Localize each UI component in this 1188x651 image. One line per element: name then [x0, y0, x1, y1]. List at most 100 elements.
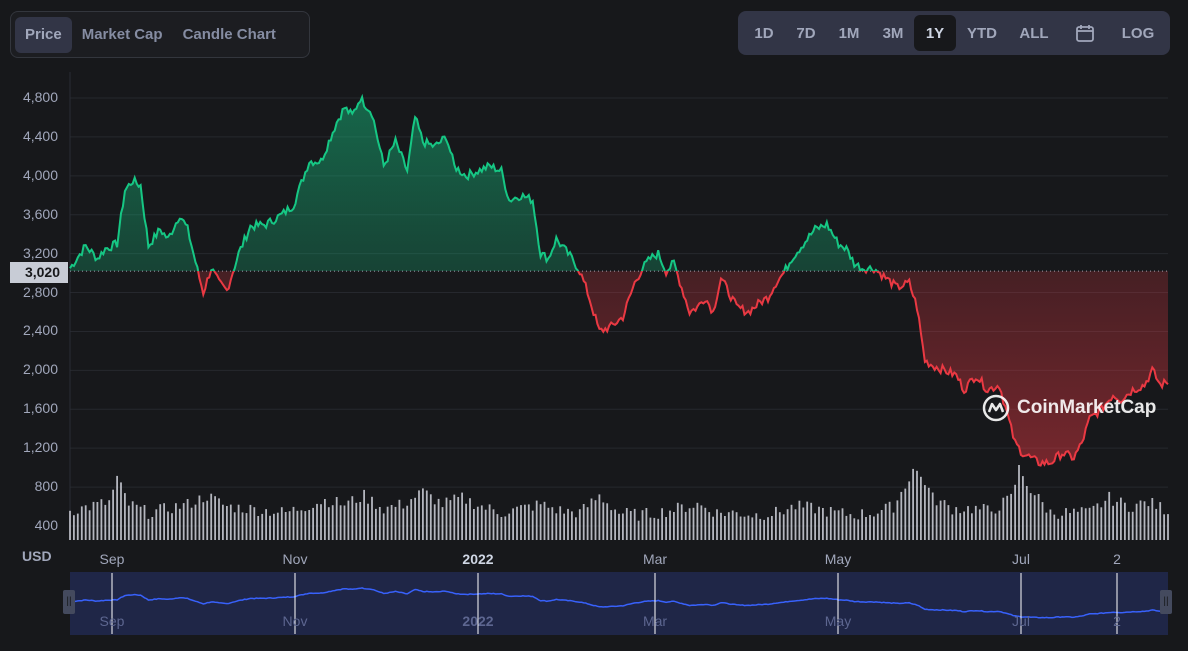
volume-bar [747, 515, 750, 540]
volume-bar [892, 512, 895, 540]
volume-bar [210, 493, 213, 540]
navigator-right-handle[interactable]: || [1160, 590, 1172, 614]
time-range-selector: 1D 7D 1M 3M 1Y YTD ALL LOG [738, 11, 1170, 55]
volume-bar [473, 509, 475, 540]
x-tick-label: Mar [642, 551, 668, 567]
volume-bar [1065, 508, 1067, 540]
range-3m[interactable]: 3M [882, 24, 904, 42]
y-tick-label: 4,400 [22, 127, 58, 144]
volume-bar [1002, 497, 1005, 540]
navigator-left-handle[interactable]: || [63, 590, 75, 614]
range-1y[interactable]: 1Y [914, 15, 956, 51]
volume-bar [582, 504, 585, 540]
volume-bar [84, 505, 87, 540]
x-tick-label: Sep [99, 551, 125, 567]
volume-bar [998, 510, 1001, 540]
volume-bar [633, 508, 636, 540]
volume-bar [284, 512, 287, 540]
volume-bar [175, 503, 177, 540]
volume-bar [751, 517, 754, 540]
volume-bar [669, 510, 671, 540]
range-ytd[interactable]: YTD [967, 24, 997, 42]
volume-bar [653, 517, 656, 540]
volume-bar [76, 513, 79, 540]
range-1d[interactable]: 1D [754, 24, 774, 42]
volume-bar [488, 504, 491, 540]
volume-bar [480, 505, 483, 540]
volume-bar [1029, 493, 1032, 540]
volume-bar [1073, 508, 1075, 540]
volume-bar [1124, 502, 1126, 540]
volume-bar [465, 503, 467, 540]
volume-bar [680, 504, 683, 540]
volume-bar [218, 498, 220, 540]
volume-bar [814, 513, 816, 540]
volume-bar [547, 507, 550, 540]
volume-bar [951, 514, 954, 540]
volume-bar [178, 508, 181, 540]
volume-bar [367, 503, 369, 540]
volume-bar [790, 504, 793, 540]
volume-bar [261, 513, 264, 540]
volume-bar [296, 510, 299, 540]
volume-bar [371, 496, 373, 540]
volume-bar [292, 506, 295, 540]
navigator-tick-label: May [824, 613, 852, 629]
volume-bar [1018, 465, 1020, 540]
volume-bar [327, 507, 330, 540]
volume-bar [1076, 511, 1079, 540]
volume-bar [422, 488, 424, 540]
range-1m[interactable]: 1M [838, 24, 860, 42]
volume-bar [1139, 500, 1142, 540]
volume-bar [637, 520, 640, 540]
range-all[interactable]: ALL [1019, 24, 1049, 42]
tab-price[interactable]: Price [15, 16, 72, 53]
volume-bar [641, 510, 644, 540]
volume-bar [186, 499, 189, 540]
volume-bar [339, 505, 342, 540]
volume-bar [849, 514, 852, 540]
volume-bar [131, 501, 134, 540]
volume-bar [994, 513, 997, 540]
volume-bar [429, 494, 432, 540]
volume-bar [351, 496, 354, 540]
volume-bar [673, 512, 675, 540]
volume-bar [833, 510, 836, 540]
volume-bar [806, 501, 809, 540]
volume-bar [861, 509, 863, 540]
volume-bar [316, 503, 318, 540]
volume-bar [904, 488, 907, 540]
volume-bar [343, 505, 346, 540]
volume-bar [825, 516, 828, 540]
volume-bar [492, 509, 495, 540]
volume-bar [782, 514, 785, 540]
volume-bar [939, 500, 942, 540]
volume-bar [571, 511, 573, 540]
volume-bar [359, 502, 362, 540]
volume-bar [167, 511, 169, 540]
calendar-icon[interactable] [1060, 15, 1110, 51]
volume-bar [516, 506, 518, 540]
volume-bar [233, 512, 236, 540]
volume-bar [375, 508, 377, 540]
volume-bar [1116, 501, 1118, 540]
volume-bar [1120, 497, 1122, 540]
volume-bar [802, 507, 805, 540]
tab-candle-chart[interactable]: Candle Chart [182, 26, 276, 43]
volume-bar [324, 499, 326, 540]
y-tick-label: 3,600 [22, 205, 58, 222]
volume-bar [884, 503, 887, 540]
volume-bar [822, 508, 824, 540]
volume-bar [453, 494, 456, 540]
volume-bar [927, 487, 930, 540]
volume-bar [1088, 507, 1091, 540]
tab-market-cap[interactable]: Market Cap [81, 26, 163, 43]
y-tick-label: 1,600 [22, 400, 58, 417]
log-scale-toggle[interactable]: LOG [1121, 24, 1155, 42]
volume-bar [394, 506, 397, 540]
range-7d[interactable]: 7D [796, 24, 816, 42]
watermark: CoinMarketCap [981, 393, 1156, 423]
volume-bar [280, 507, 283, 540]
volume-bar [120, 482, 122, 540]
